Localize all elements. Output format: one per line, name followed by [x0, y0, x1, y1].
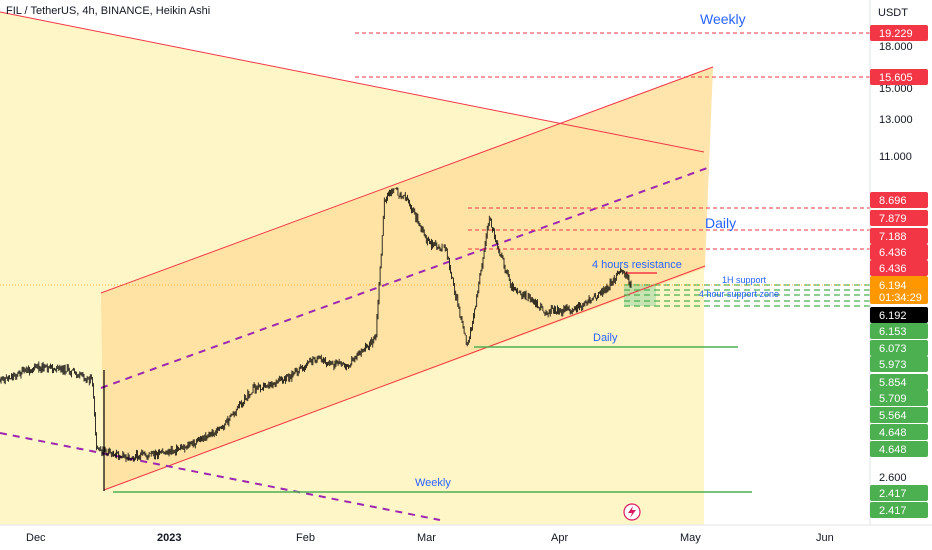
price-tag-label: 5.973 [879, 359, 907, 371]
channel-bottom-line [103, 265, 706, 491]
price-tag-label: 6.194 [879, 280, 907, 292]
time-axis-bg[interactable] [0, 525, 932, 550]
x-tick-label: Feb [296, 532, 315, 544]
one-h-support-label: 1H support [722, 275, 767, 285]
price-tag-label: 4.648 [879, 427, 907, 439]
price-tag-bg [870, 502, 928, 518]
price-tag-label: 6.436 [879, 263, 907, 275]
price-tag-bg [870, 485, 928, 501]
price-tag-bg [870, 276, 928, 304]
four-h-resistance-label: 4 hours resistance [592, 259, 682, 271]
price-tag-bg [870, 260, 928, 276]
price-tag-bg [870, 374, 928, 390]
weekly-top-label: Weekly [700, 11, 746, 27]
price-tag-label: 5.564 [879, 410, 907, 422]
price-tag-bg [870, 407, 928, 423]
x-tick-label: Apr [551, 532, 568, 544]
daily-bottom-label: Daily [593, 332, 618, 344]
x-tick-label: Dec [26, 532, 46, 544]
price-tag-bg [870, 323, 928, 339]
price-tag-bg [870, 69, 928, 85]
y-axis-unit: USDT [878, 7, 908, 19]
price-tag-bg [870, 340, 928, 356]
x-tick-label: 2023 [157, 532, 181, 544]
candles-layer [0, 187, 632, 491]
price-tag-bg [870, 307, 928, 323]
y-tick-label: 18.000 [879, 41, 913, 53]
wedge-top-line [0, 11, 705, 153]
price-tag-label: 6.073 [879, 343, 907, 355]
price-tag-label: 7.879 [879, 213, 907, 225]
price-tag-bg [870, 424, 928, 440]
price-tag-label: 5.709 [879, 393, 907, 405]
price-tag-bg [870, 228, 928, 244]
price-tag-bg [870, 25, 928, 41]
lightning-icon[interactable] [623, 503, 641, 521]
price-tag-label: 4.648 [879, 444, 907, 456]
price-tag-label: 6.153 [879, 326, 907, 338]
channel-mid-line [100, 166, 711, 389]
price-countdown: 01:34:29 [879, 292, 922, 304]
price-tag-label: 5.854 [879, 377, 907, 389]
descending-mid-line [0, 432, 441, 521]
four-h-support-zone-label: 4 hour support zone [699, 289, 779, 299]
price-tag-label: 6.436 [879, 247, 907, 259]
y-tick-label: 13.000 [879, 114, 913, 126]
x-tick-label: May [680, 532, 701, 544]
price-tag-bg [870, 356, 928, 372]
price-tag-bg [870, 441, 928, 457]
weekly-bottom-label: Weekly [415, 477, 451, 489]
price-tag-label: 19.229 [879, 28, 913, 40]
price-tag-label: 8.696 [879, 195, 907, 207]
price-tag-bg [870, 192, 928, 208]
chart-title: FIL / TetherUS, 4h, BINANCE, Heikin Ashi [6, 5, 211, 17]
price-tag-label: 2.417 [879, 505, 907, 517]
price-tag-bg [870, 244, 928, 260]
y-tick-label: 2.600 [879, 472, 907, 484]
price-tag-label: 7.188 [879, 231, 907, 243]
channel-top-line [100, 66, 714, 294]
y-tick-label: 15.000 [879, 83, 913, 95]
price-tag-label: 2.417 [879, 488, 907, 500]
y-tick-label: 11.000 [879, 151, 912, 163]
price-tag-bg [870, 390, 928, 406]
x-tick-label: Mar [417, 532, 436, 544]
daily-top-label: Daily [705, 215, 736, 231]
price-tag-bg [870, 210, 928, 226]
price-tags: 19.229 15.605 8.696 7.879 7.188 6.436 6.436 6.1… [870, 25, 928, 518]
x-tick-label: Jun [816, 532, 834, 544]
price-tag-label: 15.605 [879, 72, 913, 84]
price-tag-label: 6.192 [879, 310, 907, 322]
